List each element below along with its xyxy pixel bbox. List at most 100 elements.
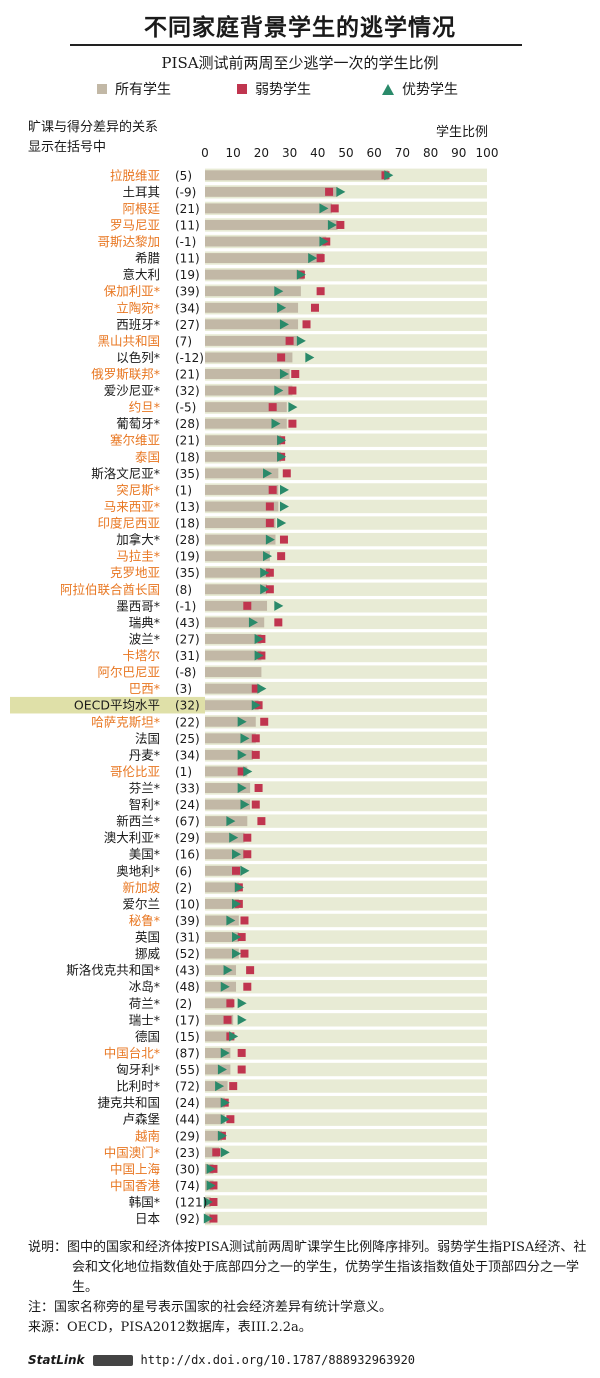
- row-band: [205, 1079, 487, 1093]
- marker-advantaged: [305, 352, 315, 363]
- row-band: [205, 566, 487, 580]
- marker-advantaged: [237, 716, 247, 727]
- marker-disadvantaged: [237, 1048, 246, 1057]
- statlink-brand: StatLink: [28, 1353, 85, 1367]
- footnote-explanation: 说明：图中的国家和经济体按PISA测试前两周旷课学生比例降序排列。弱势学生指PI…: [28, 1240, 587, 1295]
- country-label: 中国澳门*: [104, 1145, 160, 1160]
- bar-all-students: [205, 683, 259, 694]
- country-label: 法国: [135, 731, 160, 746]
- row-band: [205, 946, 487, 961]
- row-band: [205, 715, 487, 729]
- marker-advantaged: [232, 849, 242, 860]
- marker-disadvantaged: [310, 303, 319, 312]
- country-label: OECD平均水平: [74, 698, 160, 713]
- country-label: 以色列*: [116, 350, 160, 365]
- marker-advantaged: [254, 650, 264, 661]
- marker-advantaged: [234, 882, 244, 893]
- country-label: 保加利亚*: [104, 284, 160, 299]
- diff-label: (7): [175, 334, 192, 348]
- bar-all-students: [205, 816, 248, 827]
- country-label: 德国: [135, 1029, 160, 1044]
- bar-all-students: [205, 352, 293, 363]
- diff-label: (18): [175, 517, 200, 531]
- diff-label: (22): [175, 715, 200, 729]
- marker-advantaged: [277, 302, 287, 313]
- country-label: 匈牙利*: [116, 1062, 160, 1077]
- statlink-url[interactable]: http://dx.doi.org/10.1787/888932963920: [140, 1353, 416, 1367]
- diff-label: (25): [175, 732, 200, 746]
- marker-advantaged: [220, 1047, 230, 1058]
- country-label: 葡萄牙*: [116, 416, 160, 431]
- marker-disadvantaged: [229, 1082, 238, 1091]
- bar-all-students: [205, 1130, 222, 1141]
- diff-label: (6): [175, 864, 192, 878]
- row-band: [205, 980, 487, 994]
- bar-all-students: [205, 733, 256, 744]
- country-label: 卢森堡: [122, 1112, 160, 1127]
- bar-all-students: [205, 849, 245, 860]
- diff-label: (32): [175, 699, 200, 713]
- marker-disadvantaged: [265, 519, 274, 528]
- marker-advantaged: [260, 567, 270, 578]
- country-label: 罗马尼亚: [110, 217, 160, 232]
- country-label: 巴西*: [129, 681, 160, 696]
- row-band: [205, 1062, 487, 1077]
- marker-disadvantaged: [232, 866, 241, 875]
- marker-disadvantaged: [212, 1148, 221, 1157]
- bar-all-students: [205, 567, 270, 578]
- diff-label: (28): [175, 533, 200, 547]
- marker-disadvantaged: [223, 1015, 232, 1024]
- bar-all-students: [205, 435, 282, 446]
- diff-label: (23): [175, 1146, 200, 1160]
- bar-all-students: [205, 584, 268, 595]
- marker-disadvantaged: [277, 552, 286, 561]
- bar-all-students: [205, 170, 389, 181]
- row-band: [205, 814, 487, 828]
- x-tick-label: 100: [476, 146, 499, 160]
- bar-all-students: [205, 551, 270, 562]
- marker-disadvantaged: [240, 949, 249, 958]
- bar-all-students: [205, 1114, 225, 1125]
- country-label: 马来西亚*: [104, 499, 160, 514]
- marker-disadvantaged: [251, 800, 260, 809]
- country-label: 冰岛*: [129, 979, 160, 994]
- bar-all-students: [205, 385, 293, 396]
- row-band: [205, 748, 487, 762]
- bar-all-students: [205, 898, 239, 909]
- bar-all-students: [205, 286, 301, 297]
- marker-disadvantaged: [243, 601, 252, 610]
- marker-advantaged: [229, 832, 239, 843]
- diff-label: (29): [175, 1129, 200, 1143]
- bar-all-students: [205, 1047, 231, 1058]
- country-label: 比利时*: [116, 1079, 160, 1094]
- diff-label: (24): [175, 1096, 200, 1110]
- bar-all-students: [205, 600, 268, 611]
- x-tick-label: 60: [367, 146, 382, 160]
- row-band: [205, 913, 487, 928]
- bar-all-students: [205, 667, 262, 678]
- marker-advantaged: [260, 584, 270, 595]
- marker-advantaged: [226, 816, 236, 827]
- chart-subtitle: PISA测试前两周至少逃学一次的学生比例: [161, 54, 439, 72]
- marker-advantaged: [232, 948, 242, 959]
- marker-advantaged: [206, 1180, 216, 1191]
- bar-all-students: [205, 716, 256, 727]
- x-tick-label: 0: [201, 146, 209, 160]
- bar-all-students: [205, 484, 279, 495]
- marker-advantaged: [257, 683, 267, 694]
- diff-label: (19): [175, 550, 200, 564]
- marker-disadvantaged: [336, 220, 345, 229]
- row-band: [205, 731, 487, 745]
- diff-label: (34): [175, 301, 200, 315]
- marker-disadvantaged: [251, 750, 260, 759]
- diff-label: (2): [175, 997, 192, 1011]
- statlink-logo-icon: [92, 1354, 133, 1366]
- bar-all-students: [205, 402, 287, 413]
- diff-label: (35): [175, 467, 200, 481]
- marker-disadvantaged: [330, 204, 339, 213]
- marker-disadvantaged: [254, 784, 263, 792]
- marker-disadvantaged: [268, 403, 277, 412]
- country-label: 克罗地亚: [110, 565, 160, 580]
- diff-label: (15): [175, 1030, 200, 1044]
- country-label: 卡塔尔: [122, 648, 160, 663]
